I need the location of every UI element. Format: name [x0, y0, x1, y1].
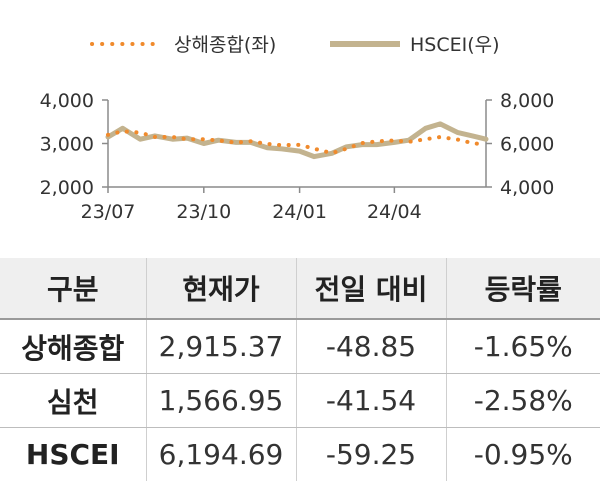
row-price: 1,566.95	[146, 374, 296, 428]
chart-legend: 상해종합(좌) HSCEI(우)	[92, 34, 500, 56]
header-category: 구분	[0, 258, 146, 319]
x-tick-label: 24/01	[272, 201, 327, 223]
table-row: HSCEI 6,194.69 -59.25 -0.95%	[0, 428, 600, 481]
y-right-tick-label: 8,000	[500, 90, 554, 112]
x-tick-label: 23/07	[81, 201, 136, 223]
y-left-tick-label: 2,000	[40, 177, 94, 199]
row-name: HSCEI	[0, 428, 146, 481]
table-header-row: 구분 현재가 전일 대비 등락률	[0, 258, 600, 319]
y-left-tick-label: 4,000	[40, 90, 94, 112]
x-tick-label: 24/04	[367, 201, 422, 223]
chart-series	[108, 124, 486, 157]
row-name: 심천	[0, 374, 146, 428]
row-rate: -1.65%	[446, 319, 600, 374]
legend-label-shanghai: 상해종합(좌)	[174, 34, 276, 56]
chart-axes: 2,000 3,000 4,000 4,000 6,000 8,000 23/07 23/10…	[40, 90, 555, 223]
row-rate: -2.58%	[446, 374, 600, 428]
y-right-tick-label: 4,000	[500, 177, 554, 199]
row-name: 상해종합	[0, 319, 146, 374]
row-change: -48.85	[296, 319, 446, 374]
header-rate: 등락률	[446, 258, 600, 319]
index-line-chart: 상해종합(좌) HSCEI(우) 2,000 3,000 4,000 4,000 6,00…	[0, 0, 600, 250]
y-right-tick-label: 6,000	[500, 134, 554, 156]
x-tick-label: 23/10	[176, 201, 231, 223]
table-row: 심천 1,566.95 -41.54 -2.58%	[0, 374, 600, 428]
row-rate: -0.95%	[446, 428, 600, 481]
legend-label-hscei: HSCEI(우)	[410, 34, 500, 56]
header-price: 현재가	[146, 258, 296, 319]
row-change: -59.25	[296, 428, 446, 481]
row-price: 6,194.69	[146, 428, 296, 481]
row-change: -41.54	[296, 374, 446, 428]
table-row: 상해종합 2,915.37 -48.85 -1.65%	[0, 319, 600, 374]
index-table: 구분 현재가 전일 대비 등락률 상해종합 2,915.37 -48.85 -1…	[0, 258, 600, 481]
row-price: 2,915.37	[146, 319, 296, 374]
header-change: 전일 대비	[296, 258, 446, 319]
y-left-tick-label: 3,000	[40, 134, 94, 156]
